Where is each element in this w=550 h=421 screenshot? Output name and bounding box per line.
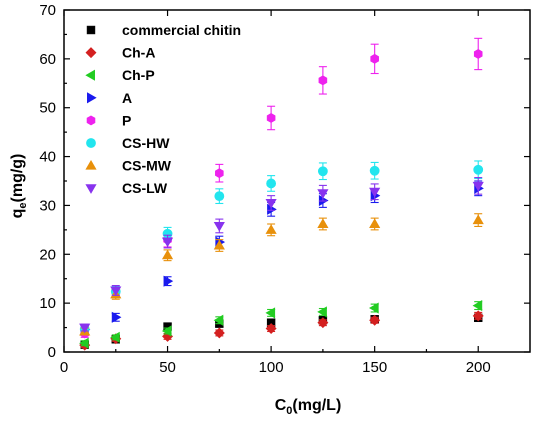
series-commercial-chitin: [80, 313, 483, 349]
legend: commercial chitin Ch-A Ch-P AP CS-HW CS-MW CS-…: [85, 22, 241, 196]
data-point: [265, 323, 277, 335]
legend-label: commercial chitin: [122, 22, 241, 38]
y-axis-subscript: e: [17, 202, 29, 208]
data-point: [161, 325, 172, 337]
series-a: [80, 180, 484, 336]
legend-marker: [86, 138, 96, 148]
series-cs-lw: [79, 177, 484, 334]
y-tick-label: 60: [39, 51, 56, 68]
legend-item: commercial chitin: [86, 22, 241, 38]
legend-marker: [85, 47, 97, 59]
legend-item: CS-MW: [85, 158, 172, 174]
data-point: [213, 327, 225, 339]
data-point: [213, 314, 224, 326]
y-tick-label: 30: [39, 197, 56, 214]
legend-label: CS-MW: [122, 158, 172, 174]
series-cs-mw: [79, 213, 484, 336]
data-point: [369, 187, 381, 198]
data-point: [369, 165, 380, 176]
data-point: [473, 164, 484, 175]
y-tick-label: 10: [39, 295, 56, 312]
data-point: [472, 214, 484, 225]
data-point: [369, 302, 379, 314]
x-tick-label: 0: [60, 359, 68, 376]
data-point: [213, 239, 225, 250]
legend-label: P: [122, 112, 131, 128]
y-tick-label: 0: [48, 344, 56, 361]
data-point: [111, 311, 122, 323]
legend-marker: [87, 92, 97, 104]
y-axis-symbol: q: [9, 209, 26, 219]
data-point: [161, 249, 174, 260]
data-point: [472, 181, 484, 192]
x-tick-label: 50: [159, 359, 176, 376]
x-tick-label: 100: [259, 359, 284, 376]
data-point: [317, 189, 329, 199]
data-point: [214, 191, 225, 202]
y-axis-unit: (mg/g): [9, 154, 26, 203]
y-tick-label: 50: [39, 100, 56, 117]
x-axis-symbol: C: [275, 397, 287, 414]
legend-item: A: [87, 90, 132, 106]
data-point: [317, 166, 328, 177]
data-point: [265, 199, 277, 209]
y-tick-label: 20: [39, 246, 56, 263]
data-point: [472, 300, 483, 312]
data-point: [266, 113, 276, 123]
data-point: [369, 218, 381, 228]
legend-item: CS-LW: [85, 180, 168, 196]
data-point: [370, 53, 379, 64]
x-tick-label: 150: [362, 359, 387, 376]
data-point: [213, 221, 225, 232]
y-tick-label: 40: [39, 149, 56, 166]
data-point: [79, 323, 91, 334]
legend-label: CS-LW: [122, 180, 168, 196]
data-point: [473, 49, 483, 59]
data-point: [318, 75, 328, 86]
x-axis-subscript: 0: [286, 405, 292, 417]
data-point: [369, 314, 381, 326]
legend-marker: [85, 159, 97, 170]
y-axis-title: qe(mg/g): [9, 154, 29, 219]
legend-marker: [85, 69, 95, 81]
axes: 0 50 100 150 200 0 10 20 30 40 50 60 70: [39, 2, 531, 376]
legend-label: Ch-P: [122, 67, 155, 83]
data-point: [110, 286, 122, 297]
data-point: [317, 306, 327, 318]
legend-marker: [85, 184, 97, 194]
x-tick-label: 200: [466, 359, 491, 376]
data-point: [317, 218, 329, 228]
legend-label: Ch-A: [122, 45, 155, 61]
legend-marker: [86, 25, 96, 35]
data-point: [110, 331, 120, 343]
legend-item: Ch-P: [85, 67, 155, 83]
data-point: [472, 310, 484, 322]
data-marks: [79, 37, 484, 351]
data-point: [215, 168, 224, 179]
x-axis-unit: (mg/L): [292, 397, 341, 414]
legend-marker: [86, 115, 96, 126]
data-point: [79, 337, 89, 349]
data-point: [266, 178, 277, 189]
data-point: [265, 307, 276, 319]
data-point: [265, 224, 277, 234]
legend-item: P: [86, 112, 131, 128]
x-axis-title: C0(mg/L): [275, 397, 342, 417]
series-ch-p: [79, 300, 483, 349]
legend-item: Ch-A: [85, 45, 155, 61]
data-point: [163, 275, 174, 287]
data-point: [161, 237, 174, 248]
legend-item: CS-HW: [86, 135, 170, 151]
data-point: [317, 317, 329, 329]
legend-label: CS-HW: [122, 135, 170, 151]
series-ch-a: [79, 310, 484, 351]
y-tick-label: 70: [39, 2, 56, 19]
legend-label: A: [122, 90, 132, 106]
